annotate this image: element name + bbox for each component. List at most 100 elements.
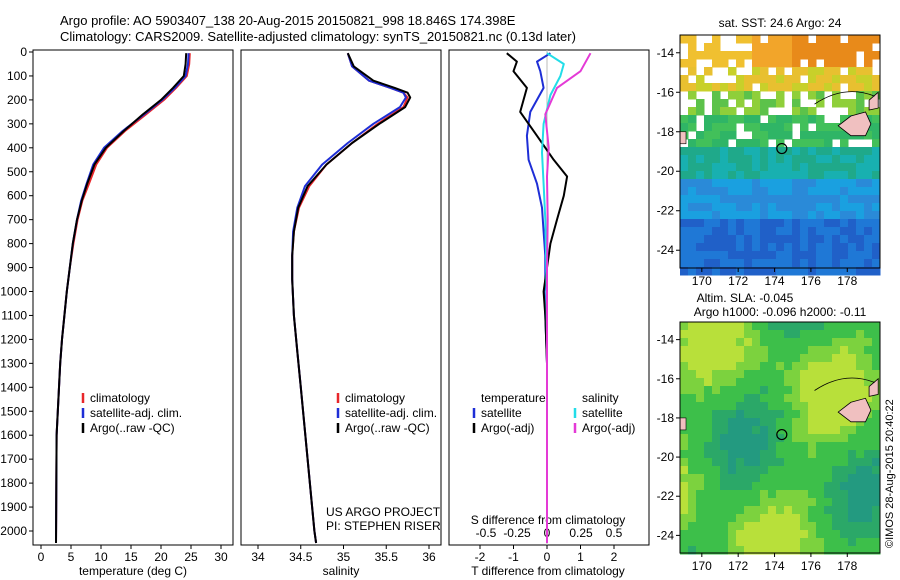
map-cell	[744, 171, 753, 180]
map-cell	[680, 506, 689, 515]
map-cell	[816, 498, 825, 507]
map-cell	[768, 322, 777, 331]
map-cell	[760, 466, 769, 475]
map-cell	[808, 163, 817, 172]
map-cell	[864, 227, 873, 236]
map-cell	[792, 530, 801, 539]
map-cell	[872, 346, 881, 355]
map-cell	[776, 498, 785, 507]
map-cell	[808, 322, 817, 331]
map-cell	[696, 426, 705, 435]
map-cell	[760, 546, 769, 555]
map-cell	[680, 187, 689, 196]
map-cell	[864, 362, 873, 371]
map-cell	[696, 99, 705, 108]
map-cell	[720, 370, 729, 379]
map-cell	[792, 538, 801, 547]
lon-tick-label: 172	[728, 559, 748, 573]
map-cell	[792, 203, 801, 212]
map-cell	[856, 450, 865, 459]
map-cell	[688, 203, 697, 212]
map-cell	[848, 75, 857, 84]
map-cell	[688, 179, 697, 188]
map-cell	[720, 522, 729, 531]
map-cell	[816, 434, 825, 443]
map-cell	[816, 330, 825, 339]
map-cell	[752, 466, 761, 475]
y-tick-label: 1300	[0, 356, 27, 370]
map-cell	[840, 203, 849, 212]
map-cell	[832, 211, 841, 220]
map-cell	[768, 203, 777, 212]
map-cell	[816, 386, 825, 395]
map-cell	[744, 179, 753, 188]
map-cell	[800, 107, 809, 116]
map-cell	[784, 522, 793, 531]
map-cell	[864, 35, 873, 44]
map-cell	[768, 514, 777, 523]
map-cell	[832, 370, 841, 379]
map-cell	[760, 83, 769, 92]
map-cell	[720, 346, 729, 355]
map-cell	[680, 83, 689, 92]
map-cell	[776, 115, 785, 124]
map-cell	[728, 203, 737, 212]
map-cell	[816, 450, 825, 459]
map-cell	[768, 346, 777, 355]
map-cell	[760, 386, 769, 395]
map-cell	[816, 362, 825, 371]
map-cell	[704, 346, 713, 355]
map-cell	[800, 410, 809, 419]
map-cell	[776, 187, 785, 196]
map-cell	[752, 442, 761, 451]
map-cell	[840, 338, 849, 347]
map-cell	[848, 378, 857, 387]
map-cell	[712, 450, 721, 459]
map-cell	[696, 330, 705, 339]
map-cell	[840, 75, 849, 84]
map-cell	[792, 546, 801, 555]
legend-label: satellite	[481, 406, 522, 420]
credit-text: ©IMOS 28-Aug-2015 20:40:22	[884, 399, 896, 548]
lat-tick-label: -16	[657, 372, 675, 386]
map-cell	[856, 370, 865, 379]
map-cell	[744, 35, 753, 44]
map-cell	[824, 203, 833, 212]
map-cell	[760, 442, 769, 451]
map-cell	[704, 506, 713, 515]
map-cell	[856, 490, 865, 499]
map-cell	[768, 538, 777, 547]
map-cell	[688, 474, 697, 483]
map-cell	[712, 410, 721, 419]
map-cell	[760, 203, 769, 212]
map-cell	[824, 67, 833, 76]
map-cell	[704, 450, 713, 459]
map-cell	[832, 267, 841, 276]
map-cell	[864, 506, 873, 515]
map-cell	[688, 442, 697, 451]
map-cell	[744, 410, 753, 419]
map-cell	[768, 147, 777, 156]
map-cell	[784, 35, 793, 44]
map-cell	[744, 538, 753, 547]
map-cell	[752, 482, 761, 491]
map-cell	[816, 506, 825, 515]
map-cell	[832, 75, 841, 84]
map-cell	[680, 482, 689, 491]
map-cell	[712, 466, 721, 475]
map-cell	[824, 123, 833, 132]
map-cell	[872, 402, 881, 411]
map-cell	[816, 482, 825, 491]
map-cell	[744, 442, 753, 451]
map-cell	[728, 163, 737, 172]
map-cell	[856, 35, 865, 44]
map-cell	[768, 75, 777, 84]
map-cell	[720, 171, 729, 180]
map-cell	[784, 346, 793, 355]
lat-tick-label: -18	[657, 125, 675, 139]
map-cell	[736, 482, 745, 491]
map-cell	[848, 426, 857, 435]
map-cell	[736, 506, 745, 515]
map-cell	[696, 51, 705, 60]
map-cell	[704, 139, 713, 148]
